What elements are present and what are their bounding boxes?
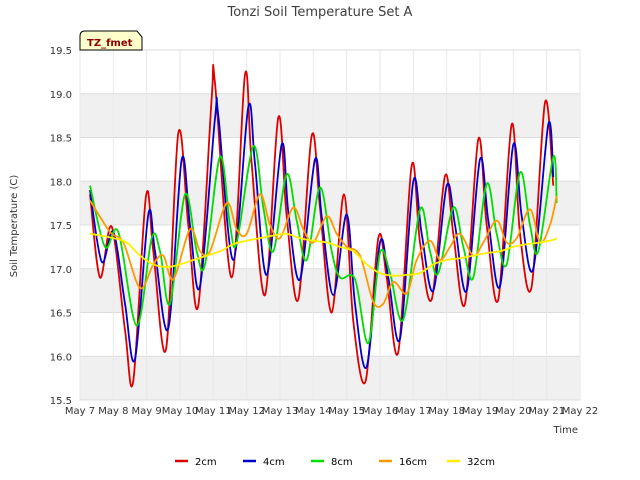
series-line-8cm	[89, 145, 558, 345]
y-tick-label: 18.0	[50, 177, 72, 188]
y-axis-label: Soil Temperature (C)	[9, 175, 20, 278]
x-tick-label: May 11	[195, 406, 232, 417]
y-tick-label: 17.0	[50, 265, 72, 276]
y-tick-label: 15.5	[50, 396, 72, 407]
legend-label-32cm: 32cm	[467, 457, 495, 468]
y-axis-ticks: 15.5 16.0 16.5 17.0 17.5 18.0 18.5 19.0 19.5	[50, 46, 72, 407]
series-line-16cm	[89, 193, 558, 309]
x-tick-label: May 17	[395, 406, 432, 417]
x-tick-label: May 14	[295, 406, 332, 417]
x-tick-label: May 21	[528, 406, 565, 417]
x-tick-label: May 13	[262, 406, 299, 417]
legend-label-2cm: 2cm	[195, 457, 217, 468]
x-tick-label: May 22	[562, 406, 599, 417]
y-tick-label: 19.5	[50, 46, 72, 57]
tz-fmet-badge: TZ_fmet	[79, 30, 143, 51]
y-tick-label: 19.0	[50, 90, 72, 101]
legend-label-8cm: 8cm	[331, 457, 353, 468]
x-tick-label: May 8	[98, 406, 128, 417]
y-tick-label: 17.5	[50, 221, 72, 232]
x-tick-label: May 9	[132, 406, 162, 417]
series-lines	[89, 64, 558, 388]
x-tick-label: May 7	[65, 406, 95, 417]
x-tick-label: May 19	[462, 406, 499, 417]
x-tick-label: May 18	[428, 406, 465, 417]
x-tick-label: May 16	[362, 406, 399, 417]
series-line-32cm	[89, 232, 558, 277]
x-tick-label: May 10	[162, 406, 199, 417]
legend-label-16cm: 16cm	[399, 457, 427, 468]
y-tick-label: 16.5	[50, 309, 72, 320]
chart-title: Tonzi Soil Temperature Set A	[227, 5, 413, 20]
grid-band	[80, 356, 580, 400]
legend: 2cm 4cm 8cm 16cm 32cm	[175, 457, 495, 468]
grid-band	[80, 93, 580, 138]
legend-label-4cm: 4cm	[263, 457, 285, 468]
x-tick-label: May 12	[228, 406, 265, 417]
series-line-2cm	[89, 64, 555, 388]
y-tick-label: 18.5	[50, 134, 72, 145]
x-tick-label: May 15	[328, 406, 365, 417]
x-axis-label: Time	[553, 425, 578, 436]
x-tick-label: May 20	[495, 406, 532, 417]
badge-label: TZ_fmet	[87, 38, 133, 49]
y-tick-label: 16.0	[50, 352, 72, 363]
